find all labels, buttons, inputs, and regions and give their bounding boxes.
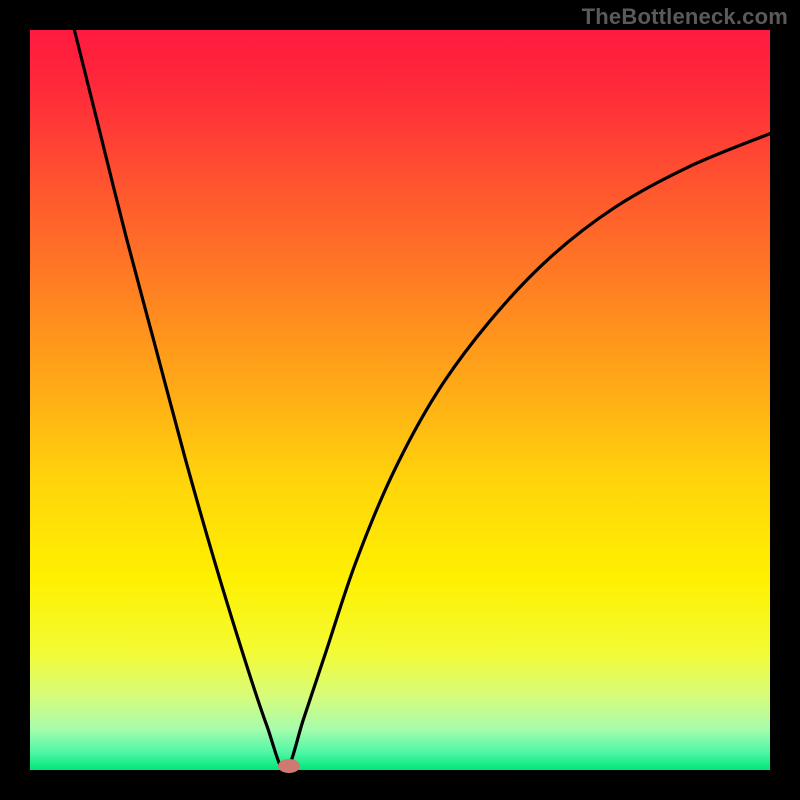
vertex-marker xyxy=(278,759,300,773)
chart-frame: TheBottleneck.com xyxy=(0,0,800,800)
watermark-text: TheBottleneck.com xyxy=(582,4,788,30)
curve-svg xyxy=(30,30,770,770)
bottleneck-curve xyxy=(74,30,770,770)
plot-area xyxy=(30,30,770,770)
